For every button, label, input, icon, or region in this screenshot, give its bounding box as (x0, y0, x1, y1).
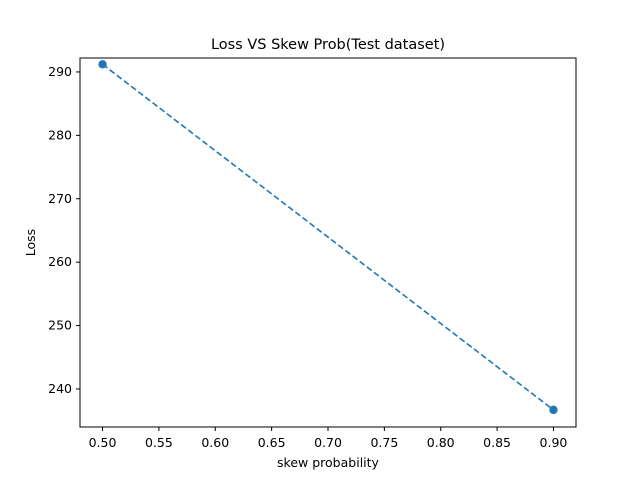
x-tick-label: 0.60 (201, 435, 229, 450)
data-point (98, 60, 107, 69)
x-tick-label: 0.75 (370, 435, 398, 450)
y-axis-label: Loss (23, 229, 38, 256)
plot-frame (79, 57, 577, 428)
x-tick-label: 0.90 (540, 435, 568, 450)
y-tick-label: 290 (48, 64, 72, 79)
data-point (549, 405, 558, 415)
x-tick-label: 0.55 (145, 435, 173, 450)
y-tick-label: 270 (48, 191, 72, 206)
x-tick-label: 0.85 (483, 435, 511, 450)
x-tick-label: 0.70 (314, 435, 342, 450)
x-tick-label: 0.65 (258, 435, 286, 450)
series-layer (98, 60, 558, 415)
x-tick-label: 0.80 (427, 435, 455, 450)
y-tick-label: 250 (48, 318, 72, 333)
series-line (102, 63, 554, 411)
x-tick-label: 0.50 (89, 435, 117, 450)
y-tick-label: 280 (48, 127, 72, 142)
y-tick-label: 260 (48, 254, 72, 269)
chart-title: Loss VS Skew Prob(Test dataset) (211, 37, 445, 53)
ticks-layer: 0.50 0.55 0.60 0.65 0.70 0.75 0.80 0.85 0.90 240 2… (48, 64, 567, 450)
x-axis-label: skew probability (277, 455, 379, 470)
y-tick-label: 240 (48, 381, 72, 396)
